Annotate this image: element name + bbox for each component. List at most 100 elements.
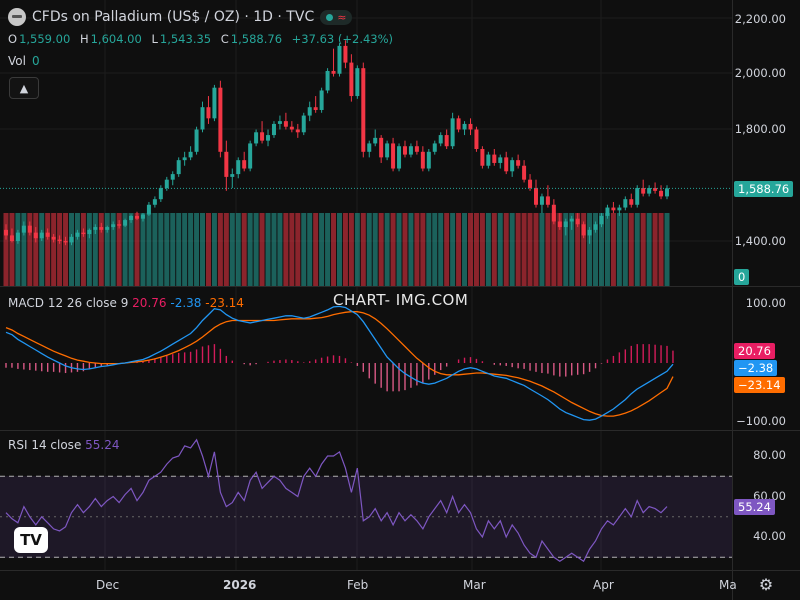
volume-bar: [63, 213, 69, 286]
candle-body: [611, 207, 616, 211]
rsi-legend: RSI 14 close 55.24: [8, 438, 120, 452]
volume-bar: [140, 213, 146, 286]
volume-bar: [57, 213, 63, 286]
chevron-up-icon: ▲: [19, 81, 29, 95]
candle-body: [200, 107, 205, 130]
market-status-badge[interactable]: ≈: [320, 9, 353, 25]
candle-body: [361, 68, 366, 152]
candle-body: [277, 121, 282, 124]
candle-body: [248, 143, 253, 169]
candle-body: [182, 157, 187, 161]
volume-bar: [622, 213, 628, 286]
candle-body: [623, 199, 628, 208]
volume-bar: [539, 213, 545, 286]
candle-body: [379, 137, 384, 158]
volume-bar: [521, 213, 527, 286]
candle-body: [4, 229, 8, 236]
macd-pane: [5, 305, 674, 421]
candle-body: [438, 135, 443, 144]
volume-bar: [485, 213, 491, 286]
candle-body: [414, 146, 419, 152]
volume-bar: [45, 213, 51, 286]
volume-label: Vol: [8, 54, 26, 68]
volume-bar: [616, 213, 622, 286]
volume-bar: [92, 213, 98, 286]
price-candles[interactable]: [0, 40, 732, 246]
candle-body: [295, 129, 300, 133]
candle-body: [33, 232, 38, 239]
volume-bar: [563, 213, 569, 286]
time-axis-label: Apr: [593, 578, 614, 592]
volume-bar: [575, 213, 581, 286]
candle-body: [480, 149, 485, 166]
settings-gear-icon[interactable]: ⚙: [758, 575, 774, 594]
volume-bar: [628, 213, 634, 286]
volume-bar: [408, 213, 414, 286]
volume-bar: [259, 213, 265, 286]
candle-body: [27, 225, 32, 233]
candle-body: [581, 224, 586, 236]
volume-bar: [366, 213, 372, 286]
volume-bar: [640, 213, 646, 286]
time-axis-label: Feb: [347, 578, 369, 592]
volume-bar: [515, 213, 521, 286]
candle-body: [75, 232, 80, 237]
volume-bar: [432, 213, 438, 286]
candle-body: [504, 157, 509, 172]
candle-body: [188, 151, 193, 158]
volume-bar: [86, 213, 92, 286]
candle-body: [528, 179, 533, 189]
volume-bar: [223, 213, 229, 286]
candle-body: [325, 70, 330, 91]
high-label: H: [79, 32, 89, 46]
volume-bar: [604, 213, 610, 286]
candle-body: [218, 87, 223, 152]
tradingview-logo-icon[interactable]: TV: [14, 527, 48, 553]
candle-body: [117, 224, 122, 226]
volume-bar: [467, 213, 473, 286]
palladium-logo-icon: [8, 8, 26, 26]
volume-bar: [3, 213, 9, 286]
candle-body: [301, 115, 306, 133]
candle-body: [385, 143, 390, 158]
symbol-title[interactable]: CFDs on Palladium (US$ / OZ) · 1D · TVC …: [8, 8, 353, 26]
candle-body: [539, 196, 544, 205]
candle-body: [105, 227, 110, 230]
volume-bar: [265, 213, 271, 286]
volume-bar: [188, 213, 194, 286]
volume-bar: [545, 213, 551, 286]
volume-value: 0: [31, 54, 40, 68]
candle-body: [450, 118, 455, 147]
volume-bar: [289, 213, 295, 286]
volume-bar: [390, 213, 396, 286]
candle-body: [9, 235, 14, 241]
volume-bar: [241, 213, 247, 286]
volume-bar: [152, 213, 158, 286]
volume-bar: [378, 213, 384, 286]
candle-body: [653, 188, 658, 191]
volume-bar: [229, 213, 235, 286]
candle-body: [456, 118, 461, 130]
rsi-axis-label: 80.00: [753, 448, 786, 462]
candle-body: [129, 215, 134, 221]
volume-bar: [104, 213, 110, 286]
candle-body: [63, 241, 68, 243]
volume-bar: [176, 213, 182, 286]
candle-body: [158, 188, 163, 200]
candle-body: [307, 107, 312, 116]
volume-bar: [450, 213, 456, 286]
volume-bar: [593, 213, 599, 286]
volume-bar: [33, 213, 39, 286]
volume-bar: [128, 213, 134, 286]
rsi-line: [5, 438, 668, 563]
volume-bar: [444, 213, 450, 286]
candle-body: [260, 132, 265, 141]
macd-line-value: -2.38: [170, 296, 202, 310]
collapse-legend-button[interactable]: ▲: [9, 77, 39, 99]
rsi-label: RSI: [8, 438, 28, 452]
candle-body: [93, 227, 98, 230]
candle-body: [111, 224, 116, 228]
candle-body: [135, 215, 140, 219]
candle-body: [313, 107, 318, 110]
